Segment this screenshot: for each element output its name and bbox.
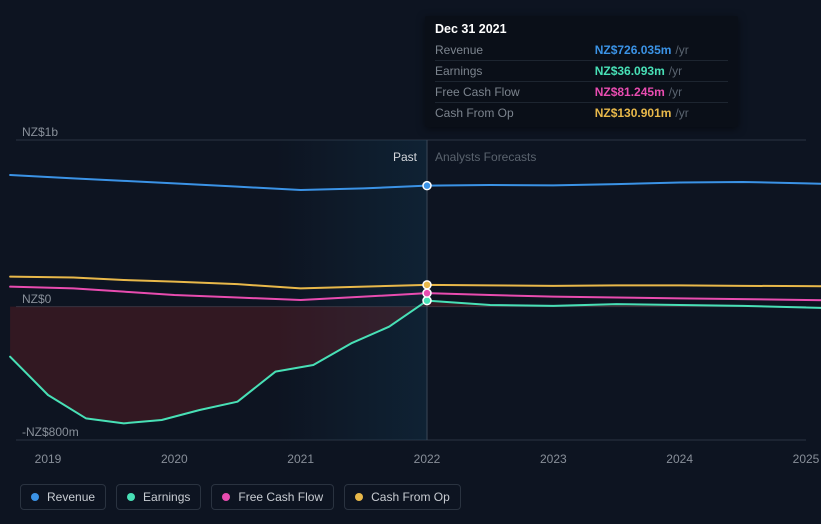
tooltip-row-value: NZ$726.035m/yr [595, 40, 728, 61]
tooltip-row-label: Revenue [435, 40, 595, 61]
x-tick-label: 2021 [287, 452, 314, 466]
tooltip-row: RevenueNZ$726.035m/yr [435, 40, 728, 61]
tooltip-row-suffix: /yr [665, 64, 682, 78]
legend-label: Free Cash Flow [238, 490, 323, 504]
legend-item-earnings[interactable]: Earnings [116, 484, 201, 510]
y-tick-label: -NZ$800m [22, 425, 79, 439]
past-label: Past [393, 150, 417, 164]
x-tick-label: 2019 [35, 452, 62, 466]
tooltip-row-suffix: /yr [671, 106, 688, 120]
legend-dot-icon [127, 493, 135, 501]
tooltip-row: Free Cash FlowNZ$81.245m/yr [435, 82, 728, 103]
tooltip-row-label: Free Cash Flow [435, 82, 595, 103]
tooltip-row: EarningsNZ$36.093m/yr [435, 61, 728, 82]
x-tick-label: 2025 [793, 452, 820, 466]
marker-cfo [423, 281, 431, 289]
x-tick-label: 2020 [161, 452, 188, 466]
legend-label: Revenue [47, 490, 95, 504]
legend-item-fcf[interactable]: Free Cash Flow [211, 484, 334, 510]
tooltip-row-label: Cash From Op [435, 103, 595, 124]
tooltip-row-suffix: /yr [665, 85, 682, 99]
chart-tooltip: Dec 31 2021 RevenueNZ$726.035m/yrEarning… [425, 16, 738, 127]
tooltip-date: Dec 31 2021 [435, 22, 728, 40]
marker-fcf [423, 289, 431, 297]
tooltip-row-suffix: /yr [671, 43, 688, 57]
x-tick-label: 2022 [414, 452, 441, 466]
x-tick-label: 2024 [666, 452, 693, 466]
legend-dot-icon [31, 493, 39, 501]
legend-item-revenue[interactable]: Revenue [20, 484, 106, 510]
legend-label: Earnings [143, 490, 190, 504]
tooltip-table: RevenueNZ$726.035m/yrEarningsNZ$36.093m/… [435, 40, 728, 123]
legend-item-cfo[interactable]: Cash From Op [344, 484, 461, 510]
y-tick-label: NZ$1b [22, 125, 58, 139]
tooltip-row: Cash From OpNZ$130.901m/yr [435, 103, 728, 124]
chart-legend: Revenue Earnings Free Cash Flow Cash From O… [20, 484, 461, 510]
tooltip-row-value: NZ$81.245m/yr [595, 82, 728, 103]
legend-dot-icon [222, 493, 230, 501]
x-tick-label: 2023 [540, 452, 567, 466]
y-tick-label: NZ$0 [22, 292, 51, 306]
forecast-label: Analysts Forecasts [435, 150, 536, 164]
legend-dot-icon [355, 493, 363, 501]
marker-revenue [423, 182, 431, 190]
tooltip-row-value: NZ$130.901m/yr [595, 103, 728, 124]
legend-label: Cash From Op [371, 490, 450, 504]
tooltip-row-label: Earnings [435, 61, 595, 82]
tooltip-row-value: NZ$36.093m/yr [595, 61, 728, 82]
